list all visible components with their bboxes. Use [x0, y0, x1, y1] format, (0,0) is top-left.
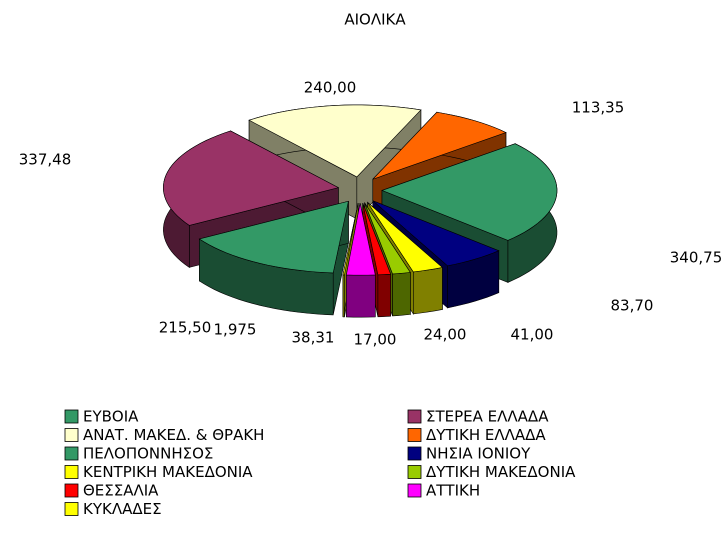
legend-label: ΠΕΛΟΠΟΝΝΗΣΟΣ: [83, 445, 213, 463]
legend-swatch: [407, 409, 422, 424]
slice-top: [342, 203, 359, 276]
legend-label: ΔΥΤΙΚΗ ΕΛΛΑΔΑ: [426, 426, 546, 444]
legend-swatch: [64, 502, 79, 516]
slice-top: [248, 104, 422, 178]
data-label: 215,50: [159, 319, 212, 337]
slice-top: [381, 143, 558, 241]
legend-swatch: [407, 428, 422, 442]
slice-top: [372, 200, 500, 267]
legend-swatch: [407, 446, 422, 461]
slice-top: [362, 202, 392, 276]
slice-top: [372, 111, 507, 180]
legend-swatch: [64, 409, 79, 424]
legend-label: ΣΤΕΡΕΑ ΕΛΛΑΔΑ: [426, 408, 549, 426]
data-label: 113,35: [572, 99, 625, 117]
slice-top: [198, 200, 349, 274]
legend-label: ΝΗΣΙΑ ΙΟΝΙΟΥ: [426, 445, 531, 463]
slice-rim: [342, 274, 345, 318]
legend-label: ΘΕΣΣΑΛΙΑ: [83, 482, 159, 500]
slice-top: [163, 130, 340, 226]
data-label: 41,00: [511, 326, 554, 344]
slice-top: [364, 202, 411, 275]
legend-label: ΚΥΚΛΑΔΕΣ: [83, 500, 162, 518]
data-label: 240,00: [304, 79, 357, 97]
data-label: 24,00: [424, 326, 467, 344]
legend-label: ΑΤΤΙΚΗ: [426, 482, 480, 500]
legend-label: ΔΥΤΙΚΗ ΜΑΚΕΔΟΝΙΑ: [426, 463, 576, 481]
data-label: 38,31: [292, 329, 335, 347]
data-label: 17,00: [354, 331, 397, 349]
legend-swatch: [407, 465, 422, 479]
legend-swatch: [64, 465, 79, 479]
slice-top: [345, 203, 376, 276]
chart-title: ΑΙΟΛΙΚΑ: [344, 11, 406, 29]
slice-rim: [392, 272, 411, 317]
data-label: 83,70: [611, 297, 654, 315]
slice-rim: [346, 274, 376, 318]
legend-swatch: [407, 483, 422, 498]
legend-label: ΚΕΝΤΡΙΚΗ ΜΑΚΕΔΟΝΙΑ: [83, 463, 253, 481]
data-label: 337,48: [19, 151, 72, 169]
slice-rim: [412, 267, 443, 315]
data-label: 1,975: [214, 321, 257, 339]
slice-top: [367, 202, 444, 273]
legend-label: ΑΝΑΤ. ΜΑΚΕΔ. & ΘΡΑΚΗ: [83, 426, 264, 444]
pie-slice: [198, 200, 349, 316]
data-label: 340,75: [670, 249, 723, 267]
pie-slice: [345, 203, 376, 318]
legend-swatch: [64, 483, 79, 498]
legend-swatch: [64, 428, 79, 442]
legend-swatch: [64, 446, 79, 461]
legend-label: ΕΥΒΟΙΑ: [83, 408, 139, 426]
slice-rim: [377, 273, 391, 318]
